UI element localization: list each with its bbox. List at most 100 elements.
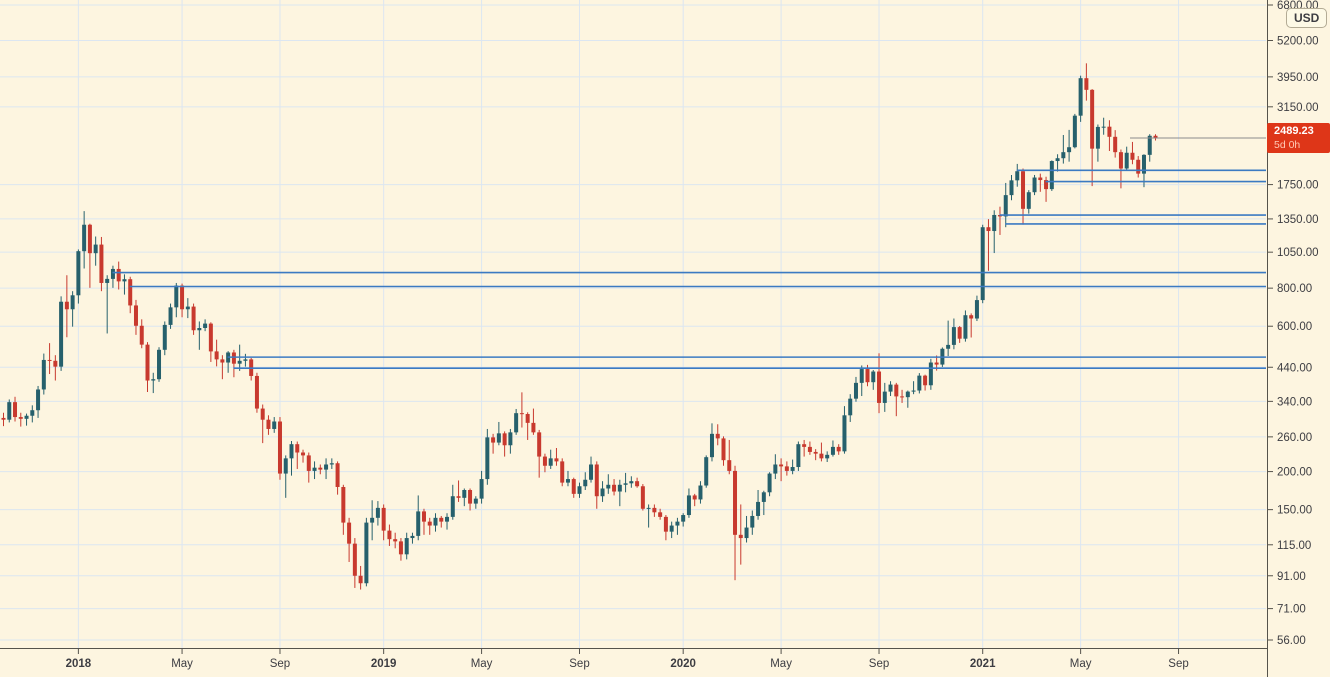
- candle-body: [335, 463, 340, 487]
- candle-body: [842, 415, 847, 452]
- candle-body: [295, 444, 300, 453]
- price-tick-label: 600.00: [1277, 321, 1312, 333]
- candle-body: [819, 453, 824, 459]
- candle-body: [157, 349, 162, 380]
- candle-body: [1015, 171, 1020, 181]
- candle-body: [1038, 177, 1043, 181]
- candle-body: [813, 451, 818, 454]
- candle-body: [514, 413, 519, 433]
- candle-body: [318, 467, 323, 470]
- price-tick-label: 200.00: [1277, 467, 1312, 479]
- candle-body: [139, 325, 144, 345]
- candle-body: [427, 521, 432, 526]
- time-tick-label-year: 2020: [670, 658, 696, 670]
- candle-body: [456, 496, 461, 498]
- candle-body: [47, 359, 52, 361]
- candle-body: [715, 433, 720, 439]
- candle-body: [686, 495, 691, 516]
- candle-body: [122, 279, 127, 282]
- candle-body: [704, 457, 709, 486]
- grid-layer: [0, 0, 1266, 648]
- candle-body: [877, 371, 882, 403]
- candle-body: [974, 300, 979, 319]
- price-axis[interactable]: [1266, 0, 1330, 648]
- candle-body: [1078, 78, 1083, 116]
- candle-body: [99, 244, 104, 283]
- candle-body: [220, 359, 225, 363]
- candle-body: [980, 227, 985, 301]
- candle-body: [882, 391, 887, 403]
- price-tick-label: 71.00: [1277, 604, 1306, 616]
- candle-body: [744, 527, 749, 539]
- candle-body: [1032, 177, 1037, 193]
- candle-body: [733, 470, 738, 535]
- time-tick-label-month: May: [770, 658, 792, 670]
- candle-body: [306, 455, 311, 471]
- candle-body: [168, 307, 173, 325]
- candle-body: [1090, 89, 1095, 149]
- candle-body: [698, 485, 703, 500]
- candle-body: [629, 481, 634, 484]
- candle-body: [1, 417, 6, 420]
- candle-body: [727, 460, 732, 471]
- candle-body: [82, 224, 87, 252]
- currency-toggle-badge[interactable]: USD: [1286, 8, 1328, 28]
- time-axis[interactable]: [0, 648, 1266, 677]
- candle-body: [519, 413, 524, 415]
- candle-body: [560, 461, 565, 483]
- price-tick-label: 91.00: [1277, 571, 1306, 583]
- candle-body: [231, 352, 236, 364]
- price-tick-label: 1050.00: [1277, 247, 1319, 259]
- candle-body: [468, 489, 473, 504]
- candle-body: [272, 421, 277, 429]
- candle-body: [612, 484, 617, 492]
- time-tick-label-month: May: [1070, 658, 1092, 670]
- price-tick-label: 150.00: [1277, 505, 1312, 517]
- candle-body: [957, 327, 962, 339]
- candle-body: [790, 467, 795, 471]
- candle-body: [865, 369, 870, 383]
- candle-body: [347, 522, 352, 544]
- candle-body: [825, 454, 830, 459]
- price-tick-label: 115.00: [1277, 540, 1311, 552]
- candle-body: [1107, 126, 1112, 137]
- candle-body: [525, 414, 530, 423]
- candle-body: [24, 415, 29, 419]
- rays-layer: [112, 169, 1266, 369]
- candle-body: [1009, 180, 1014, 196]
- candle-body: [324, 464, 329, 470]
- candle-body: [36, 389, 41, 411]
- candle-body: [600, 488, 605, 497]
- candle-body: [7, 402, 12, 420]
- candle-body: [197, 327, 202, 331]
- candle-body: [709, 433, 714, 458]
- candle-body: [767, 473, 772, 493]
- candle-body: [70, 295, 75, 310]
- candle-body: [721, 438, 726, 461]
- candle-body: [830, 446, 835, 455]
- candle-body: [853, 382, 858, 399]
- candle-body: [398, 541, 403, 555]
- candle-body: [1021, 171, 1026, 209]
- candle-body: [900, 396, 905, 398]
- candle-body: [266, 419, 271, 429]
- candle-body: [462, 489, 467, 498]
- candle-body: [779, 464, 784, 467]
- candle-body: [364, 522, 369, 584]
- candle-body: [151, 379, 156, 381]
- candle-body: [370, 517, 375, 523]
- candle-body: [358, 575, 363, 584]
- candle-body: [116, 268, 121, 282]
- candle-body: [421, 511, 426, 522]
- candle-body: [1061, 152, 1066, 159]
- price-tick-label: 1350.00: [1277, 214, 1319, 226]
- candle-body: [289, 444, 294, 459]
- candle-body: [796, 444, 801, 468]
- candle-body: [1055, 158, 1060, 162]
- price-tick-label: 340.00: [1277, 396, 1312, 408]
- candle-body: [243, 359, 248, 361]
- candle-body: [992, 214, 997, 232]
- price-tick-label: 1750.00: [1277, 180, 1319, 192]
